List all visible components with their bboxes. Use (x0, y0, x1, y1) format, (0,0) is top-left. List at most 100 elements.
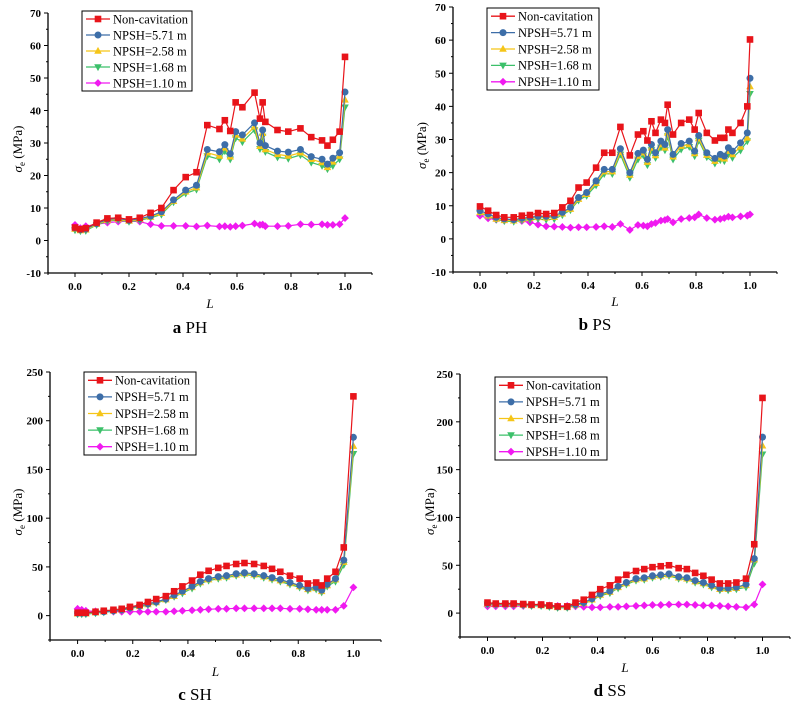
y-tick-label: 30 (30, 138, 42, 150)
data-point (182, 173, 189, 181)
x-tick-label: 1.0 (338, 281, 352, 293)
data-point (699, 601, 708, 610)
data-point (256, 115, 264, 122)
data-point (304, 580, 312, 587)
data-point (661, 119, 669, 127)
chart-panel-b: -10 0 10 20 30 40 50 60 70 0.0 0.2 0.4 0.6 0.8 1.0 σe (… (414, 2, 778, 334)
data-point (510, 214, 518, 221)
series-npsh-5-71-m (71, 88, 349, 234)
data-point (136, 601, 143, 609)
x-tick-label: 0.4 (591, 645, 605, 657)
legend-item: Non-cavitation (499, 379, 602, 393)
data-point (702, 214, 711, 222)
data-point (720, 152, 728, 160)
data-point (318, 137, 326, 144)
data-point (197, 571, 204, 579)
data-point (721, 134, 728, 142)
data-point (349, 433, 357, 441)
y-tick-label: 40 (30, 106, 42, 118)
data-point (331, 575, 339, 583)
x-axis-label: L (205, 296, 213, 311)
data-point (232, 604, 241, 613)
data-point (205, 567, 212, 575)
data-point (104, 215, 111, 222)
data-point (592, 177, 600, 185)
legend-item: NPSH=2.58 m (88, 407, 189, 421)
data-point (616, 220, 625, 228)
data-point (550, 209, 558, 217)
data-point (657, 562, 665, 570)
data-point (158, 204, 165, 212)
data-point (273, 222, 282, 231)
data-point (558, 223, 567, 231)
data-point (665, 570, 673, 578)
data-point (759, 394, 766, 402)
data-point (559, 204, 566, 211)
y-tick-label: 70 (435, 2, 447, 14)
data-point (274, 147, 281, 155)
data-point (182, 186, 190, 194)
data-point (240, 569, 248, 577)
series-non-cavitation (71, 53, 349, 233)
data-point (606, 587, 614, 595)
data-point (284, 148, 292, 156)
legend-label: NPSH=1.10 m (115, 440, 189, 454)
legend-label: Non-cavitation (526, 379, 602, 393)
data-point (695, 109, 702, 117)
data-point (170, 587, 178, 595)
data-point (78, 609, 86, 617)
data-point (685, 116, 693, 123)
y-tick-label: 60 (435, 35, 447, 47)
data-point (675, 564, 682, 572)
x-tick-label: 0.6 (635, 280, 649, 292)
data-point (157, 221, 166, 230)
data-point (685, 214, 694, 222)
y-tick-label: -10 (26, 268, 41, 280)
series-npsh-5-71-m (74, 433, 357, 617)
data-point (608, 165, 616, 173)
data-point (286, 572, 294, 579)
data-point (711, 215, 719, 224)
data-point (188, 577, 196, 584)
x-tick-label: 0.0 (481, 645, 495, 657)
data-point (728, 213, 737, 222)
y-tick-label: 0 (36, 236, 42, 248)
data-point (214, 564, 222, 572)
data-point (170, 196, 178, 204)
data-point (634, 149, 642, 157)
data-point (341, 95, 349, 103)
data-point (484, 599, 491, 606)
data-point (656, 601, 665, 609)
data-point (742, 603, 750, 612)
data-point (331, 605, 340, 614)
legend-marker (499, 44, 507, 52)
data-point (600, 165, 608, 173)
data-point (567, 197, 574, 205)
data-point (542, 210, 550, 218)
data-point (341, 214, 349, 222)
legend-item: NPSH=1.10 m (491, 75, 592, 89)
data-point (622, 578, 630, 586)
series-line (77, 396, 354, 614)
data-point (329, 154, 337, 162)
data-point (683, 565, 691, 573)
legend-item: NPSH=1.68 m (491, 59, 592, 73)
series-line (74, 99, 346, 232)
data-point (724, 602, 733, 611)
data-point (652, 129, 659, 137)
x-tick-label: 0.6 (646, 645, 660, 657)
y-tick-label: 40 (435, 101, 447, 113)
data-point (758, 580, 767, 589)
data-point (746, 36, 754, 43)
data-point (632, 567, 640, 575)
data-point (204, 121, 211, 129)
legend-label: NPSH=1.10 m (518, 75, 592, 89)
data-point (716, 580, 724, 587)
data-point (608, 223, 617, 231)
data-point (644, 137, 651, 144)
legend-marker (94, 46, 102, 54)
data-point (674, 600, 683, 609)
legend: Non-cavitation NPSH=5.71 m NPSH=2.58 m NPSH… (81, 10, 193, 92)
legend-marker (96, 377, 104, 384)
data-point (634, 221, 642, 229)
